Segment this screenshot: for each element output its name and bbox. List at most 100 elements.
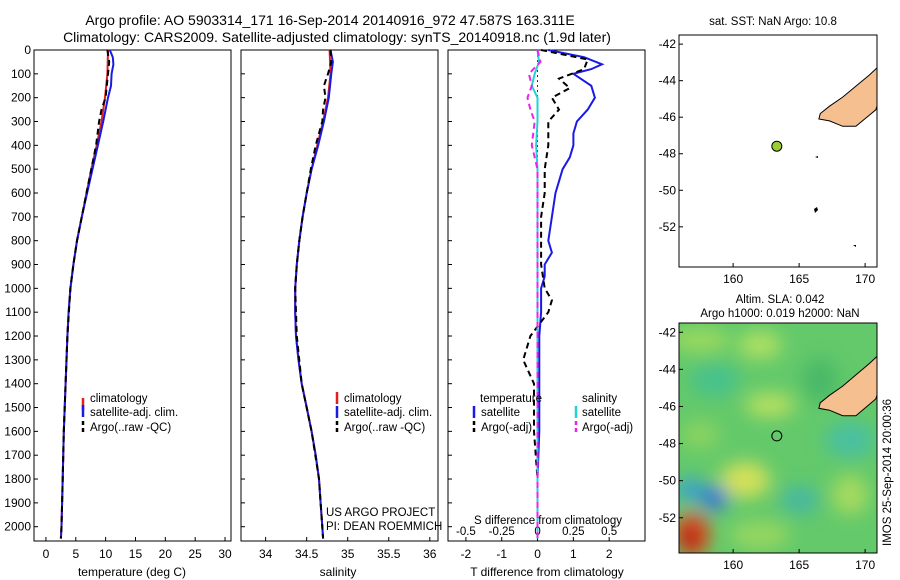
lat-tick-label: -52	[659, 220, 677, 234]
y-tick-label: 1500	[4, 401, 31, 415]
x-tick-label: 30	[218, 547, 232, 561]
y-tick-label: 1000	[4, 281, 31, 295]
legend-label-argo: Argo(..raw -QC)	[344, 422, 425, 434]
x-tick-label: 25	[189, 547, 203, 561]
sst-map-frame	[678, 34, 878, 268]
sla-title-line1: Altim. SLA: 0.042	[736, 294, 825, 306]
salinity-xlabel: salinity	[320, 565, 357, 579]
y-tick-label: 800	[11, 234, 31, 248]
top-tick-label: -0.5	[456, 526, 476, 538]
x-tick-label: 35.5	[377, 547, 401, 561]
salinity-frame	[240, 49, 439, 542]
x-tick-label: 2	[606, 547, 613, 561]
lat-tick-label: -44	[659, 362, 677, 376]
top-tick-label: 0.5	[601, 526, 617, 538]
legend-label-satellite: satellite-adj. clim.	[344, 407, 432, 419]
y-tick-label: 1100	[5, 305, 31, 319]
y-tick-label: 2000	[4, 520, 31, 534]
y-tick-label: 1800	[4, 472, 31, 486]
y-tick-label: 1200	[4, 329, 31, 343]
top-tick-label: -0.25	[489, 526, 515, 538]
difference-legend: temperature salinity satellite Argo(-adj…	[472, 393, 633, 434]
y-tick-label: 1900	[4, 496, 31, 510]
lat-tick-label: -48	[659, 437, 677, 451]
lat-tick-label: -42	[659, 325, 677, 339]
series-line-satellite-adj-clim-	[294, 49, 334, 539]
lat-tick-label: -44	[659, 74, 677, 88]
top-tick-label: 0.25	[562, 526, 584, 538]
difference-xlabel: T difference from climatology	[470, 565, 624, 579]
project-label: US ARGO PROJECT	[326, 507, 435, 519]
x-tick-label: 15	[129, 547, 143, 561]
campbell-island	[853, 245, 856, 247]
difference-frame	[447, 49, 646, 542]
lon-tick-label: 170	[855, 272, 875, 286]
x-tick-label: 20	[159, 547, 173, 561]
legend-label-satellite: satellite-adj. clim.	[90, 407, 178, 419]
lat-tick-label: -50	[659, 474, 677, 488]
difference-top-label: S difference from climatology	[474, 515, 622, 527]
legend-header-temperature: temperature	[480, 393, 542, 405]
sst-map-title: sat. SST: NaN Argo: 10.8	[709, 16, 837, 28]
series-line-climatology	[294, 49, 332, 539]
series-line-temperature-argo-adj-	[522, 49, 590, 539]
y-tick-label: 900	[11, 258, 31, 272]
x-tick-label: 1	[570, 547, 577, 561]
lat-tick-label: -52	[659, 511, 677, 525]
temperature-xlabel: temperature (deg C)	[78, 565, 186, 579]
y-tick-label: 500	[11, 162, 31, 176]
salinity-legend: climatology satellite-adj. clim. Argo(..…	[335, 392, 432, 434]
legend-label-climatology: climatology	[90, 393, 148, 405]
x-tick-label: 10	[99, 547, 113, 561]
difference-panel: -2 -1 0 1 2-0.5 -0.25 0 0.25 0.5 T difference fr…	[447, 49, 646, 579]
x-tick-label: -2	[461, 547, 472, 561]
x-tick-label: -1	[496, 547, 507, 561]
legend-label-t-satellite: satellite	[481, 407, 520, 419]
lon-tick-label: 165	[789, 272, 809, 286]
lat-tick-label: -42	[659, 37, 677, 51]
sst-map-panel: sat. SST: NaN Argo: 10.8 160 165 170 -42 -44…	[659, 16, 878, 286]
y-tick-label: 600	[11, 186, 31, 200]
stewart-island	[815, 156, 818, 158]
y-tick-label: 700	[11, 210, 31, 224]
y-tick-label: 200	[11, 91, 31, 105]
series-line-argo-raw-qc-	[294, 49, 333, 539]
temperature-legend: climatology satellite-adj. clim. Argo(..…	[81, 393, 178, 434]
y-tick-label: 1400	[4, 377, 31, 391]
float-position-marker-sla	[771, 430, 783, 442]
y-tick-label: 1300	[4, 353, 31, 367]
legend-label-s-satellite: satellite	[582, 407, 621, 419]
lat-tick-label: -50	[659, 183, 677, 197]
series-line-temperature-satellite	[536, 49, 605, 539]
series-line-satellite-adj-clim-	[59, 49, 115, 539]
lat-tick-label: -48	[659, 147, 677, 161]
series-line-climatology	[59, 49, 109, 539]
legend-label-t-argo: Argo(-adj)	[481, 422, 532, 434]
x-tick-label: 34	[259, 547, 273, 561]
y-tick-label: 300	[11, 115, 31, 129]
lon-tick-label: 160	[723, 272, 743, 286]
x-tick-label: 35	[341, 547, 355, 561]
y-tick-label: 1700	[4, 448, 31, 462]
temperature-panel: 0100200300400500600700800900100011001200…	[4, 43, 232, 579]
south-island-landmass-sla	[818, 355, 877, 417]
temperature-frame	[33, 49, 232, 542]
salinity-panel: 34 34.5 35 35.5 36 salinity climatology sate…	[240, 49, 442, 579]
x-tick-label: 0	[43, 547, 50, 561]
figure-title-line2: Climatology: CARS2009. Satellite-adjuste…	[63, 29, 611, 45]
pi-label: PI: DEAN ROEMMICH	[326, 521, 442, 533]
y-tick-label: 0	[24, 43, 31, 57]
sla-map-panel: Altim. SLA: 0.042 Argo h1000: 0.019 h200…	[659, 294, 878, 572]
legend-label-s-argo: Argo(-adj)	[582, 422, 633, 434]
sla-title-line2: Argo h1000: 0.019 h2000: NaN	[700, 308, 859, 320]
x-tick-label: 34.5	[295, 547, 319, 561]
sla-anomaly-blobs	[679, 328, 875, 553]
x-tick-label: 0	[534, 547, 541, 561]
series-line-salinity-argo-adj-	[526, 49, 542, 539]
legend-header-salinity: salinity	[582, 393, 617, 405]
lon-tick-label: 160	[723, 558, 743, 572]
x-tick-label: 36	[423, 547, 437, 561]
sla-heatmap	[679, 323, 877, 553]
x-tick-label: 5	[72, 547, 79, 561]
